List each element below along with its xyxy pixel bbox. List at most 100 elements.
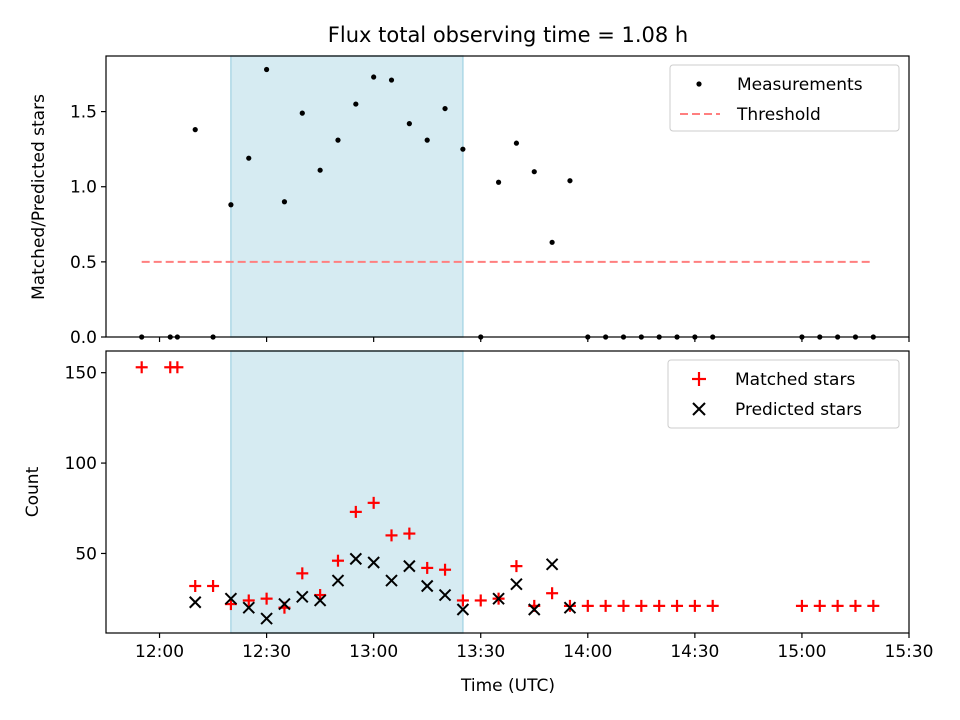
- top-y-tick-label-0-0: 0.0: [70, 328, 97, 348]
- matched-star-point: [242, 594, 255, 607]
- predicted-star-point: [242, 601, 255, 614]
- matched-star-point: [671, 599, 684, 612]
- predicted-star-point: [313, 594, 327, 607]
- measurement-point: [317, 167, 323, 173]
- legend-marker-matched-stars: [692, 372, 706, 386]
- bottom-y-tick-label-150: 150: [65, 364, 97, 384]
- x-tick-label-12-30: 12:30: [242, 642, 291, 662]
- measurement-point: [567, 178, 573, 184]
- matched-star-point: [635, 599, 648, 612]
- matched-star-point: [813, 599, 826, 612]
- matched-star-point: [349, 505, 362, 518]
- predicted-star-mark-b: [296, 590, 309, 604]
- x-tick-label-14-00: 14:00: [563, 642, 612, 662]
- predicted-star-mark-b: [545, 558, 559, 571]
- legend-marker-predicted-stars: [692, 402, 706, 416]
- top-y-axis-label: Matched/Predicted stars: [29, 94, 49, 300]
- measurement-point: [228, 202, 234, 208]
- matched-star-point: [296, 567, 309, 580]
- matched-star-point: [849, 599, 862, 612]
- matched-star-point: [546, 587, 559, 600]
- legend-label-matched-stars: Matched stars: [735, 370, 855, 390]
- top-y-tick-label-1-0: 1.0: [70, 178, 97, 198]
- matched-star-point: [224, 598, 237, 611]
- matched-star-point: [581, 599, 594, 612]
- predicted-star-point: [367, 556, 380, 569]
- predicted-star-point: [528, 603, 541, 616]
- matched-star-point: [688, 599, 701, 612]
- predicted-star-mark-b: [456, 603, 470, 616]
- bottom-y-tick-label-100: 100: [65, 454, 97, 474]
- x-tick-label-13-00: 13:00: [349, 642, 398, 662]
- predicted-star-mark-b: [510, 577, 523, 591]
- matched-star-point: [439, 563, 452, 576]
- matched-star-point: [599, 599, 612, 612]
- matched-star-point: [421, 561, 434, 574]
- matched-star-point: [653, 599, 666, 612]
- matched-star-point: [617, 599, 630, 612]
- predicted-star-mark-b: [260, 612, 273, 625]
- predicted-star-mark-b: [278, 597, 291, 611]
- bottom-legend: Matched stars Predicted stars: [667, 359, 900, 429]
- predicted-star-point: [403, 559, 416, 573]
- matched-star-point: [189, 580, 202, 592]
- predicted-star-point: [189, 596, 202, 609]
- measurement-point: [442, 105, 448, 112]
- x-axis-label: Time (UTC): [460, 676, 555, 696]
- legend-label-threshold: Threshold: [736, 105, 821, 125]
- predicted-star-point: [349, 552, 363, 566]
- predicted-star-mark-b: [313, 594, 327, 607]
- matched-star-point: [367, 496, 380, 509]
- predicted-star-mark-b: [224, 592, 238, 605]
- matched-star-point: [706, 599, 719, 612]
- measurement-point: [192, 127, 198, 133]
- legend-label-predicted-stars: Predicted stars: [735, 400, 862, 420]
- predicted-star-mark-b: [492, 592, 505, 605]
- x-tick-label-13-30: 13:30: [456, 642, 505, 662]
- bottom-axes-frame: [105, 350, 910, 634]
- predicted-star-point: [278, 597, 291, 611]
- matched-star-point: [510, 560, 523, 573]
- matched-star-point: [474, 594, 487, 607]
- predicted-star-point: [260, 612, 273, 625]
- x-tick-label-15-00: 15:00: [777, 642, 826, 662]
- matched-star-point: [867, 599, 880, 612]
- predicted-star-point: [224, 592, 238, 605]
- matched-star-point: [563, 599, 576, 612]
- x-tick-label-12-00: 12:00: [135, 642, 184, 662]
- matched-star-point: [171, 361, 184, 374]
- predicted-star-mark-b: [420, 579, 434, 593]
- chart-title: Flux total observing time = 1.08 h: [328, 23, 688, 47]
- x-tick-label-14-30: 14:30: [670, 642, 719, 662]
- predicted-star-point: [438, 588, 452, 602]
- predicted-star-mark-b: [349, 552, 363, 566]
- legend-label-measurements: Measurements: [737, 75, 863, 95]
- predicted-star-mark-b: [528, 603, 541, 616]
- observing-interval-shade: [230, 350, 464, 634]
- matched-star-point: [135, 361, 148, 374]
- bottom-panel: 50 100 150 12:00 12:30 13:00 13:30 14:00 14:30 1…: [23, 350, 934, 696]
- measurement-point: [513, 140, 520, 146]
- predicted-star-mark-b: [242, 601, 255, 614]
- matched-star-point: [795, 599, 808, 612]
- predicted-star-point: [331, 574, 345, 587]
- measurement-point: [299, 110, 305, 116]
- predicted-star-point: [456, 603, 470, 616]
- top-axes-frame: [105, 55, 910, 338]
- measurement-point: [549, 239, 555, 245]
- matched-star-point: [831, 599, 844, 612]
- observing-interval-shade: [230, 55, 464, 338]
- predicted-star-mark-b: [563, 601, 577, 614]
- measurement-point: [264, 66, 270, 73]
- measurement-point: [246, 155, 252, 161]
- predicted-star-mark-b: [438, 588, 452, 602]
- matched-star-point: [331, 554, 344, 567]
- measurement-point: [495, 179, 502, 185]
- predicted-star-mark-b: [403, 559, 416, 573]
- measurement-point: [353, 101, 359, 107]
- measurement-point: [406, 121, 412, 127]
- measurement-point: [335, 137, 341, 143]
- predicted-star-point: [510, 577, 523, 591]
- predicted-star-mark-b: [189, 596, 202, 609]
